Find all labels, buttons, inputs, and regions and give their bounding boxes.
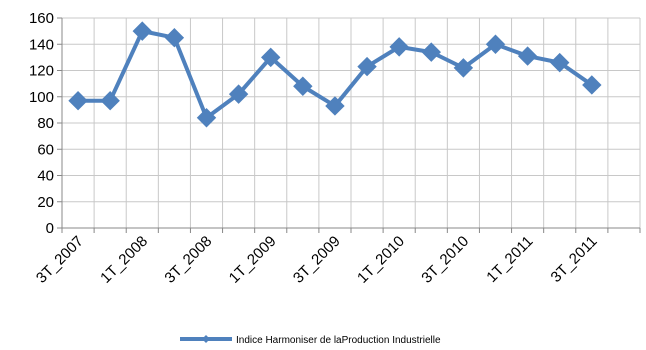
data-point-marker — [164, 27, 185, 48]
data-point-marker — [357, 56, 377, 77]
x-axis-ticks: 3T_2007 1T_2008 3T_2008 1T_2009 3T_2009 1T_20… — [33, 233, 601, 287]
data-point-marker — [421, 42, 441, 62]
data-point-marker — [453, 58, 474, 78]
data-point-marker — [293, 76, 313, 96]
x-tick-label: 1T_2010 — [354, 233, 408, 287]
y-tick-label: 120 — [29, 63, 54, 80]
data-point-marker — [228, 84, 249, 104]
y-tick-label: 100 — [29, 89, 54, 106]
data-point-marker — [550, 52, 570, 73]
y-tick-label: 160 — [29, 10, 54, 27]
legend: Indice Harmoniser de laProduction Indust… — [180, 335, 441, 346]
x-tick-label: 3T_2008 — [161, 233, 215, 287]
series-layer — [68, 21, 602, 128]
data-point-marker — [582, 75, 602, 95]
legend-label: Indice Harmoniser de laProduction Indust… — [236, 335, 441, 345]
data-point-marker — [325, 96, 345, 116]
x-tick-label: 3T_2007 — [33, 233, 87, 287]
x-tick-label: 3T_2009 — [290, 233, 344, 287]
y-axis-ticks: 0 20 40 60 80 100 120 140 160 — [29, 10, 54, 237]
x-tick-label: 1T_2011 — [483, 233, 536, 286]
x-tick-label: 3T_2010 — [418, 233, 472, 287]
x-tick-label: 3T_2011 — [548, 233, 601, 286]
data-point-marker — [68, 90, 88, 111]
y-tick-label: 40 — [37, 168, 54, 185]
data-point-marker — [517, 46, 538, 66]
x-tick-label: 1T_2008 — [97, 233, 151, 287]
x-tick-label: 1T_2009 — [226, 233, 280, 287]
y-tick-label: 140 — [29, 36, 54, 53]
data-point-marker — [485, 34, 506, 54]
data-point-marker — [196, 108, 217, 128]
data-point-marker — [261, 47, 281, 68]
axes — [57, 17, 641, 233]
data-point-marker — [132, 21, 152, 41]
y-tick-label: 20 — [37, 194, 54, 211]
data-point-marker — [389, 37, 409, 57]
y-tick-label: 60 — [37, 141, 54, 158]
grid — [61, 17, 641, 229]
y-tick-label: 80 — [37, 115, 54, 132]
data-point-marker — [100, 90, 120, 111]
legend-marker-swatch — [202, 335, 210, 343]
y-tick-label: 0 — [46, 220, 54, 237]
